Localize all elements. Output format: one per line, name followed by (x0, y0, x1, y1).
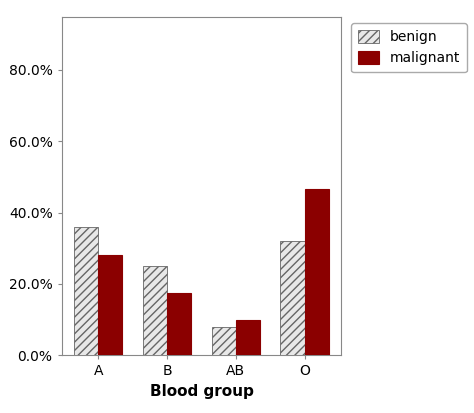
Bar (212, 327, 236, 355)
X-axis label: Blood group: Blood group (149, 384, 254, 399)
Bar (304, 190, 328, 355)
Bar (167, 293, 191, 355)
Bar (236, 320, 260, 355)
Bar (143, 266, 167, 355)
Bar (74, 227, 99, 355)
Bar (99, 255, 122, 355)
Legend: benign, malignant: benign, malignant (351, 24, 467, 72)
Bar (281, 241, 304, 355)
